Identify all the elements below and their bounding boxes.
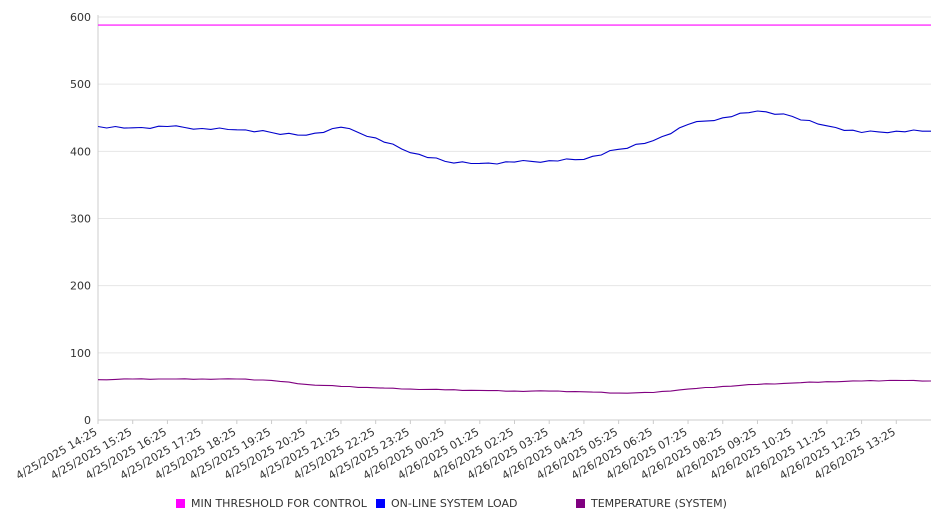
legend-item-min-threshold[interactable]: MIN THRESHOLD FOR CONTROL bbox=[176, 497, 367, 510]
axis-layer bbox=[97, 15, 931, 424]
legend-swatch-min-threshold bbox=[176, 499, 185, 508]
series-layer bbox=[97, 24, 932, 394]
y-tick-label: 100 bbox=[70, 347, 91, 360]
series-line-2 bbox=[97, 378, 932, 394]
y-tick-label: 0 bbox=[84, 414, 91, 427]
y-tick-label: 600 bbox=[70, 11, 91, 24]
y-tick-label: 500 bbox=[70, 78, 91, 91]
legend-label-min-threshold: MIN THRESHOLD FOR CONTROL bbox=[191, 497, 367, 510]
legend-swatch-temperature bbox=[576, 499, 585, 508]
series-line-1 bbox=[97, 110, 931, 165]
legend-item-temperature[interactable]: TEMPERATURE (SYSTEM) bbox=[576, 497, 727, 510]
y-tick-label: 400 bbox=[70, 145, 91, 158]
legend-label-system-load: ON-LINE SYSTEM LOAD bbox=[391, 497, 518, 510]
y-tick-labels: 0 100 200 300 400 500 600 bbox=[70, 11, 91, 427]
legend-label-temperature: TEMPERATURE (SYSTEM) bbox=[591, 497, 727, 510]
legend-item-system-load[interactable]: ON-LINE SYSTEM LOAD bbox=[376, 497, 517, 510]
y-tick-label: 300 bbox=[70, 213, 91, 226]
chart-legend: MIN THRESHOLD FOR CONTROL ON-LINE SYSTEM… bbox=[0, 497, 946, 515]
grid-layer bbox=[98, 16, 931, 354]
x-tick-labels: 4/25/2025 14:254/25/2025 15:254/25/2025 … bbox=[14, 425, 898, 482]
legend-swatch-system-load bbox=[376, 499, 385, 508]
y-tick-label: 200 bbox=[70, 280, 91, 293]
